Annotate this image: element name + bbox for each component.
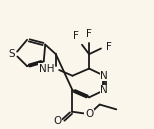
Text: N: N [100,71,108,81]
Text: N: N [100,85,108,95]
Text: S: S [8,49,15,59]
Text: O: O [85,109,93,119]
Text: F: F [73,31,78,41]
Text: F: F [86,29,92,39]
Text: NH: NH [39,64,54,74]
Text: O: O [54,116,62,126]
Text: F: F [106,42,112,52]
